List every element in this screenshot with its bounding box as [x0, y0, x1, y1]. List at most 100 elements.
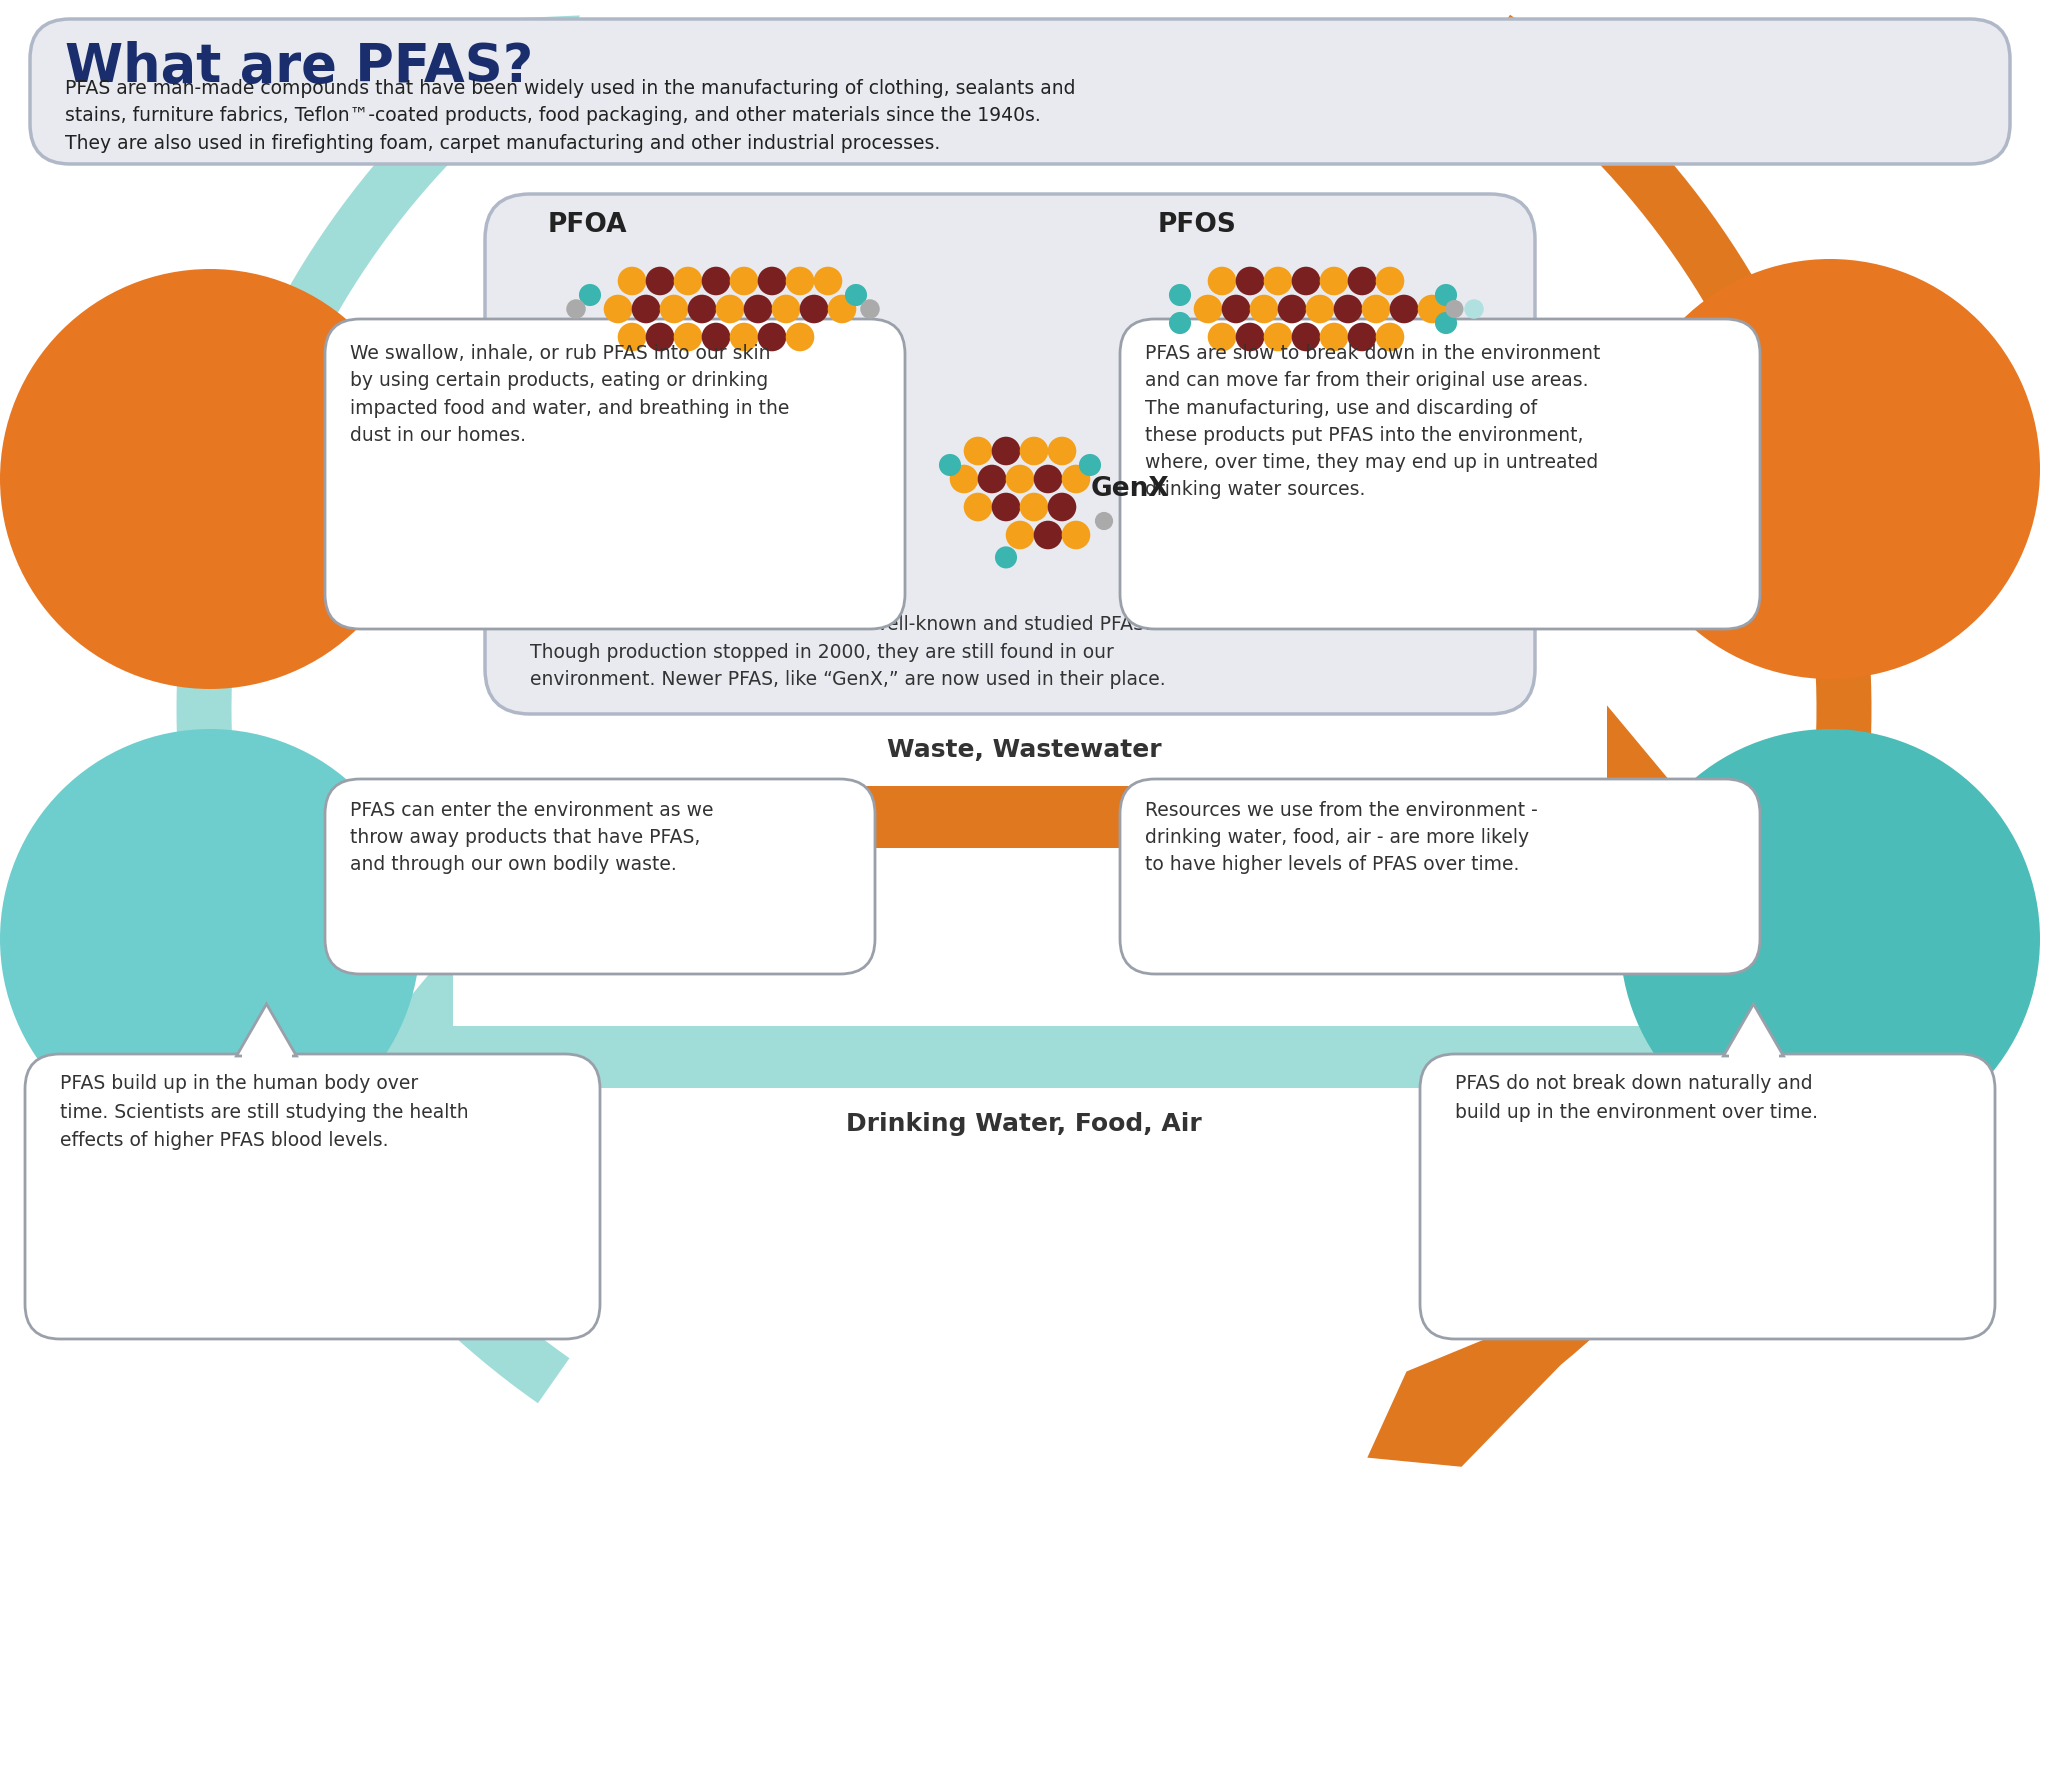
Circle shape	[1034, 465, 1063, 494]
Circle shape	[965, 437, 993, 465]
Circle shape	[729, 322, 758, 352]
Circle shape	[1376, 267, 1405, 295]
Circle shape	[827, 295, 856, 324]
Circle shape	[772, 295, 801, 324]
Circle shape	[1620, 729, 2040, 1150]
Circle shape	[659, 295, 688, 324]
Polygon shape	[242, 1054, 291, 1061]
FancyBboxPatch shape	[326, 318, 905, 630]
Polygon shape	[176, 16, 580, 1403]
Circle shape	[965, 494, 993, 522]
Circle shape	[758, 322, 786, 352]
Circle shape	[799, 295, 827, 324]
Circle shape	[1436, 285, 1456, 306]
Text: PFAS can enter the environment as we
throw away products that have PFAS,
and thr: PFAS can enter the environment as we thr…	[350, 801, 713, 874]
Circle shape	[860, 299, 881, 318]
Circle shape	[991, 437, 1020, 465]
Circle shape	[1376, 322, 1405, 352]
Polygon shape	[1724, 1005, 1784, 1056]
Circle shape	[0, 269, 420, 688]
Circle shape	[1020, 437, 1049, 465]
Text: PFAS do not break down naturally and
build up in the environment over time.: PFAS do not break down naturally and bui…	[1454, 1074, 1819, 1122]
Circle shape	[1264, 322, 1292, 352]
Polygon shape	[360, 706, 1700, 929]
Circle shape	[1006, 520, 1034, 550]
Circle shape	[743, 295, 772, 324]
Circle shape	[1049, 437, 1077, 465]
Circle shape	[1235, 267, 1264, 295]
Circle shape	[813, 267, 842, 295]
Circle shape	[618, 322, 647, 352]
Circle shape	[1020, 494, 1049, 522]
Text: PFOA and PFOS are two of the most well-known and studied PFAS.
Though production: PFOA and PFOS are two of the most well-k…	[530, 616, 1165, 688]
Circle shape	[1061, 520, 1090, 550]
Circle shape	[674, 322, 702, 352]
Circle shape	[1333, 295, 1362, 324]
Circle shape	[645, 322, 674, 352]
Circle shape	[1169, 311, 1192, 334]
Circle shape	[991, 494, 1020, 522]
Polygon shape	[1509, 398, 1534, 509]
Circle shape	[702, 267, 731, 295]
Circle shape	[1417, 295, 1446, 324]
Circle shape	[1061, 465, 1090, 494]
Circle shape	[674, 267, 702, 295]
Text: Waste, Wastewater: Waste, Wastewater	[887, 738, 1161, 762]
Circle shape	[786, 267, 815, 295]
Circle shape	[0, 729, 420, 1150]
Polygon shape	[487, 398, 510, 509]
FancyBboxPatch shape	[1120, 318, 1759, 630]
Text: PFAS are man-made compounds that have been widely used in the manufacturing of c: PFAS are man-made compounds that have be…	[66, 80, 1075, 152]
Circle shape	[1096, 511, 1114, 531]
Circle shape	[1319, 267, 1348, 295]
Circle shape	[977, 465, 1006, 494]
Circle shape	[1169, 285, 1192, 306]
Circle shape	[645, 267, 674, 295]
Circle shape	[604, 295, 633, 324]
Circle shape	[1292, 267, 1321, 295]
Circle shape	[618, 267, 647, 295]
Circle shape	[1362, 295, 1391, 324]
Circle shape	[702, 322, 731, 352]
Circle shape	[786, 322, 815, 352]
Circle shape	[1034, 520, 1063, 550]
Circle shape	[688, 295, 717, 324]
Text: PFOA: PFOA	[549, 212, 627, 239]
Circle shape	[1292, 322, 1321, 352]
Circle shape	[729, 267, 758, 295]
Circle shape	[1436, 311, 1456, 334]
Circle shape	[1278, 295, 1307, 324]
Circle shape	[565, 299, 586, 318]
Circle shape	[758, 267, 786, 295]
Circle shape	[1307, 295, 1335, 324]
Circle shape	[950, 465, 979, 494]
Polygon shape	[1729, 1054, 1778, 1061]
FancyBboxPatch shape	[1419, 1054, 1995, 1339]
Text: PFOS: PFOS	[1157, 212, 1237, 239]
Circle shape	[846, 285, 866, 306]
FancyBboxPatch shape	[326, 778, 874, 975]
Circle shape	[1446, 301, 1464, 318]
Text: What are PFAS?: What are PFAS?	[66, 41, 532, 94]
Circle shape	[1348, 322, 1376, 352]
Circle shape	[1620, 258, 2040, 679]
Circle shape	[631, 295, 659, 324]
Circle shape	[1235, 322, 1264, 352]
Circle shape	[1208, 267, 1237, 295]
Circle shape	[1049, 494, 1077, 522]
Circle shape	[1194, 295, 1223, 324]
Text: PFAS build up in the human body over
time. Scientists are still studying the hea: PFAS build up in the human body over tim…	[59, 1074, 469, 1150]
Circle shape	[1079, 455, 1102, 476]
Circle shape	[1264, 267, 1292, 295]
Polygon shape	[1534, 398, 1599, 509]
Circle shape	[1319, 322, 1348, 352]
Circle shape	[1348, 267, 1376, 295]
Polygon shape	[360, 945, 1700, 1169]
Circle shape	[1208, 322, 1237, 352]
Circle shape	[995, 547, 1018, 568]
FancyBboxPatch shape	[485, 195, 1536, 715]
Circle shape	[580, 285, 600, 306]
FancyBboxPatch shape	[25, 1054, 600, 1339]
Polygon shape	[236, 1005, 297, 1056]
Circle shape	[1464, 299, 1483, 318]
